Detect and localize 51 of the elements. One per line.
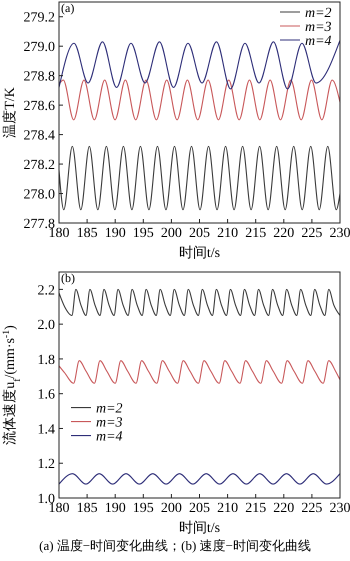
x-tick-label: 195: [132, 226, 154, 241]
legend-label: m=3: [305, 20, 332, 35]
y-tick-label: 278.6: [24, 99, 55, 114]
line-series: [58, 288, 341, 316]
y-tick-label: 1.2: [38, 457, 55, 472]
y-tick-label: 1.6: [38, 388, 55, 403]
x-axis-title: 时间t/s: [178, 245, 220, 261]
x-tick-label: 180: [48, 501, 70, 516]
y-tick-label: 2.2: [38, 283, 55, 298]
x-tick-label: 200: [160, 501, 182, 516]
y-tick-label: 279.2: [24, 10, 55, 26]
x-tick-label: 225: [301, 226, 322, 241]
x-tick-label: 200: [160, 226, 182, 241]
x-axis-title: 时间t/s: [178, 520, 220, 536]
y-tick-label: 278.0: [24, 188, 55, 203]
x-tick-label: 215: [245, 501, 266, 516]
x-tick-label: 180: [48, 226, 70, 241]
y-tick-label: 279.0: [24, 40, 55, 56]
legend-label: m=4: [96, 430, 123, 445]
line-series: [58, 80, 341, 120]
x-tick-label: 210: [217, 226, 238, 241]
x-tick-label: 185: [76, 501, 98, 516]
x-tick-label: 215: [245, 226, 266, 241]
y-axis-title: 温度T/K: [2, 87, 18, 138]
x-tick-label: 220: [273, 501, 294, 516]
y-tick-label: 1.8: [38, 352, 55, 368]
legend-label: m=3: [96, 416, 123, 431]
x-tick-label: 230: [330, 226, 350, 241]
annotation: (a): [61, 1, 74, 15]
x-tick-label: 205: [189, 501, 210, 516]
x-tick-label: 220: [273, 226, 294, 241]
line-series: [58, 146, 341, 210]
y-tick-label: 278.2: [24, 158, 55, 174]
x-tick-label: 225: [301, 501, 322, 516]
x-tick-label: 205: [189, 226, 210, 241]
x-tick-label: 195: [132, 501, 154, 516]
line-series: [58, 360, 341, 384]
x-tick-label: 185: [76, 226, 98, 241]
legend-label: m=2: [96, 402, 123, 417]
x-tick-label: 190: [104, 501, 126, 516]
text: (a) 温度−时间变化曲线；(b) 速度−时间变化曲线: [39, 538, 311, 553]
legend-label: m=4: [305, 34, 332, 49]
y-tick-label: 278.4: [24, 128, 55, 144]
x-tick-label: 190: [104, 226, 126, 241]
y-tick-label: 278.8: [24, 70, 55, 85]
legend-label: m=2: [305, 6, 332, 21]
x-tick-label: 230: [330, 501, 350, 516]
y-tick-label: 1.4: [38, 422, 55, 438]
y-tick-label: 2.0: [38, 318, 55, 334]
annotation: (b): [61, 271, 75, 285]
x-tick-label: 210: [217, 501, 238, 516]
